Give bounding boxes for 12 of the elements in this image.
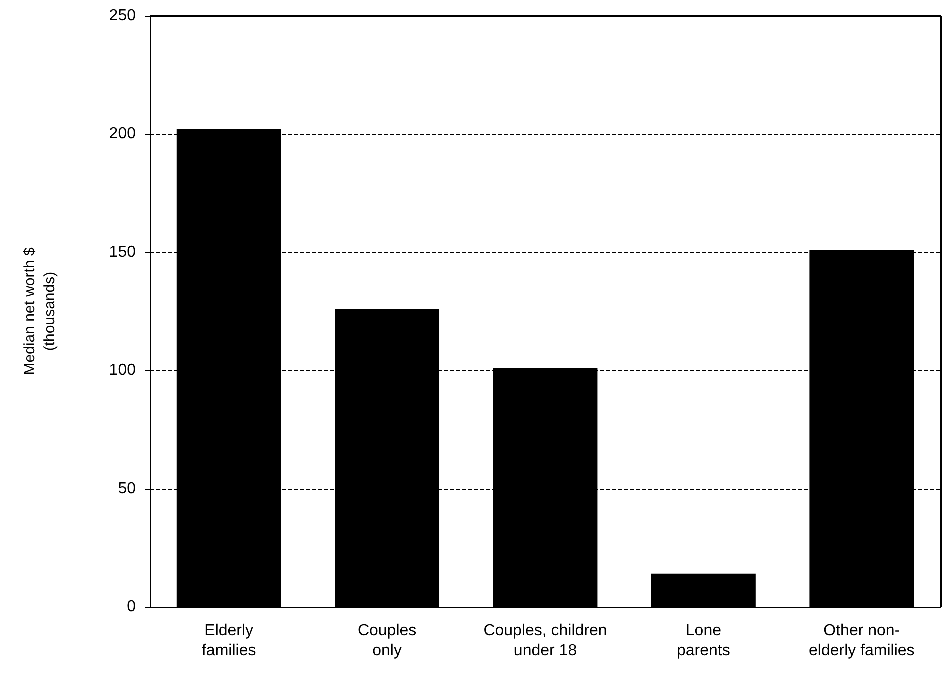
- y-tick-label: 50: [118, 480, 136, 498]
- x-tick-label: Elderly families: [202, 622, 256, 660]
- x-tick-label: Couples only: [358, 622, 417, 660]
- x-tick-label: Other non- elderly families: [808, 622, 915, 660]
- y-tick-label: 100: [109, 362, 136, 380]
- y-tick-label: 250: [109, 8, 136, 24]
- y-axis-title: Median net worth $ (thousands): [22, 247, 58, 376]
- y-tick-label: 200: [109, 126, 136, 143]
- x-tick-label: Couples, children under 18: [484, 622, 608, 660]
- y-tick-label: 150: [109, 244, 136, 261]
- y-tick-label: 0: [127, 598, 136, 616]
- x-tick-label: Lone parents: [677, 622, 730, 660]
